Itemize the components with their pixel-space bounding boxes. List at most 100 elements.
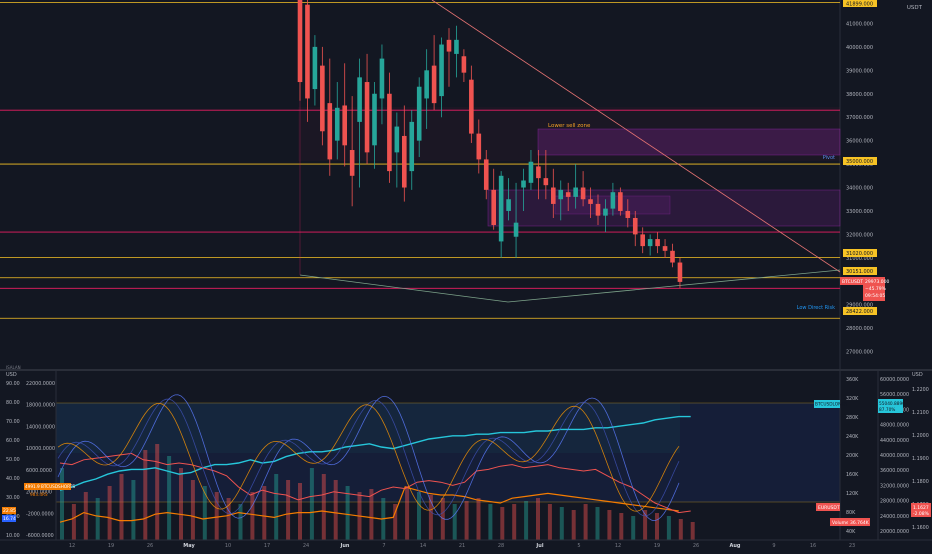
far-tick: 1.2000: [912, 433, 929, 439]
price-tick-label: 40000.000: [846, 45, 873, 51]
volume-bar: [488, 504, 493, 540]
candle-body: [543, 178, 549, 186]
time-axis-label: 23: [849, 543, 855, 549]
left-tick: 40.00: [6, 476, 20, 482]
left-tick: 70.00: [6, 419, 20, 425]
label-b-bg: [40, 483, 71, 490]
vol-tick: 240K: [846, 434, 859, 440]
candle-body: [610, 192, 616, 209]
lower-sell-zone: [537, 128, 841, 156]
right-tick: 32000.0000: [880, 483, 909, 489]
time-axis-bg[interactable]: [0, 540, 932, 550]
volume-bar: [512, 504, 517, 540]
right-tick: 56000.0000: [880, 392, 909, 398]
time-axis-label: 7: [382, 543, 385, 549]
volume-bar: [476, 498, 481, 540]
left-val1-bg: [2, 507, 16, 514]
tag-35000: 35000.000: [846, 159, 873, 165]
volume-bar: [345, 486, 350, 540]
candle-body: [618, 192, 623, 211]
price-tick-label: 35000.000: [846, 162, 873, 168]
support-line-right: [507, 269, 841, 303]
candle-body: [655, 239, 660, 247]
time-axis-label: 19: [654, 543, 660, 549]
candle-body: [506, 199, 511, 211]
candle-body: [349, 150, 355, 176]
candle-body: [379, 58, 385, 99]
volume-bar: [107, 486, 112, 540]
eurusd-line: [59, 452, 691, 514]
volume-bar: [95, 498, 100, 540]
volume-bar: [666, 516, 671, 540]
time-axis-labels: 12 19 26 May 10 17 24 Jun 7 14 21 28 Jul 5 12 19 26 Aug 9 1…: [69, 543, 855, 549]
candle-body: [513, 222, 519, 237]
volume-value-bg: [848, 518, 870, 526]
candle-body: [551, 187, 556, 204]
volume-bar: [607, 510, 612, 540]
candles-layer: [297, 0, 683, 289]
volume-bar: [547, 504, 552, 540]
volume-bar: [309, 468, 314, 540]
mid-tick: 22000.0000: [26, 381, 55, 387]
shorts-line: [59, 486, 679, 523]
candle-body: [662, 246, 668, 251]
tag-change: −45.79%: [865, 286, 887, 292]
pivot-label: Pivot: [823, 155, 835, 161]
eurusd-value: 1.1627: [913, 505, 929, 511]
volume-bar: [226, 498, 231, 540]
mid-tick: -6000.0000: [26, 533, 54, 539]
candle-body: [334, 107, 340, 141]
volume-bar: [83, 492, 88, 540]
label-a: 4991.9991: [25, 484, 48, 489]
tag-symbol: BTCUSDT: [842, 279, 863, 285]
candle-body: [372, 93, 377, 146]
candle-body: [454, 39, 459, 54]
candle-body: [320, 65, 325, 132]
candle-body: [312, 46, 318, 90]
candle-body: [580, 187, 586, 200]
price-tick-label: 28000.000: [846, 326, 873, 332]
left-val1: 22.85: [3, 508, 16, 514]
volume-bar: [440, 498, 445, 540]
mid-tick: 18000.0000: [26, 403, 55, 409]
volume-bar: [214, 492, 219, 540]
mid-tick: 10000.0000: [26, 446, 55, 452]
candle-body: [327, 103, 333, 160]
volume-bar: [321, 474, 326, 540]
volume-bar: [143, 450, 148, 540]
volume-bar: [690, 522, 695, 540]
time-axis-label: Jul: [535, 543, 543, 549]
vol-tick: 320K: [846, 396, 859, 402]
tag-31020-bg: [843, 249, 877, 257]
time-axis-label: 21: [459, 543, 465, 549]
volume-bar: [179, 468, 183, 540]
volume-bar: [595, 507, 600, 540]
volume-bar: [131, 480, 136, 540]
vol-tick: 360K: [846, 377, 859, 383]
time-axis-label: 28: [498, 543, 504, 549]
right-tick: 44000.0000: [880, 438, 909, 444]
volume-bar: [250, 492, 255, 540]
mid-tick: -2000.0000: [26, 511, 54, 517]
descending-trendline: [431, 0, 841, 273]
volume-bars: [60, 444, 695, 540]
right-tick: 20000.0000: [880, 529, 909, 535]
price-tags: 41899.000 35000.000 31020.000 30151.000 …: [840, 0, 889, 315]
right-tick: 60000.0000: [880, 377, 909, 383]
volume-bar: [286, 480, 291, 540]
volume-label: Volume: [832, 520, 849, 526]
candle-body: [364, 82, 370, 153]
candle-body: [402, 135, 407, 188]
volume-value: 36.764K: [850, 520, 870, 526]
oscillator-orange: [57, 402, 680, 512]
volume-bar: [298, 483, 302, 540]
price-ticks: 41000.000 40000.000 39000.000 38000.000 3700…: [846, 21, 873, 355]
oscillator-band: [56, 403, 840, 502]
volume-bar: [619, 513, 624, 540]
volume-bar: [655, 513, 659, 540]
candle-body: [424, 70, 429, 99]
time-axis-label: 19: [108, 543, 114, 549]
candle-body: [625, 210, 631, 218]
